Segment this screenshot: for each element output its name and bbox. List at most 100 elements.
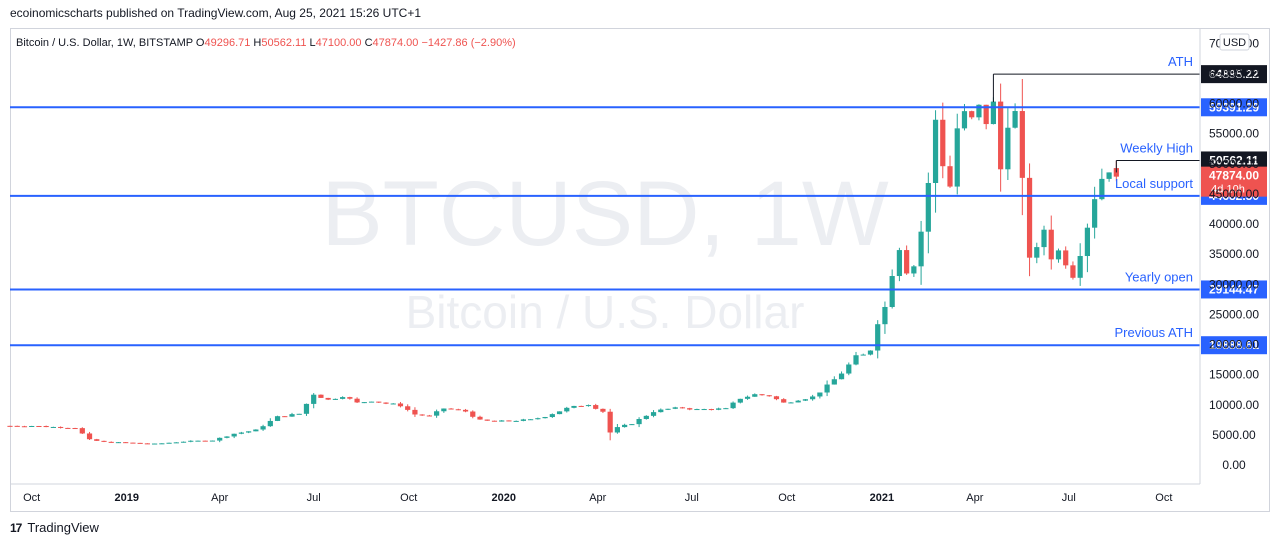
- candles: [7, 79, 1119, 445]
- candle-body: [918, 231, 924, 267]
- candle-body: [36, 425, 42, 427]
- candle-body: [397, 403, 404, 407]
- candle-body: [246, 431, 252, 433]
- candle-body: [455, 409, 461, 411]
- candle-body: [274, 416, 281, 421]
- candle-body: [209, 440, 216, 442]
- candle-body: [159, 443, 165, 445]
- y-tick-label: 10000.00: [1209, 398, 1259, 412]
- candle-body: [723, 408, 729, 410]
- candle-body: [303, 403, 310, 414]
- candle-body: [115, 442, 122, 444]
- candle-body: [123, 442, 129, 444]
- level-price-badge: [1201, 151, 1267, 170]
- legend-part: L: [310, 37, 316, 49]
- candle-body: [419, 414, 425, 416]
- level-price-badge: [1201, 98, 1267, 117]
- candle-body: [658, 409, 664, 413]
- candle-body: [571, 405, 577, 408]
- candle-body: [318, 394, 324, 398]
- candle-body: [600, 408, 606, 412]
- level-price-badge: [1201, 336, 1267, 355]
- candle-body: [802, 399, 809, 401]
- candle-body: [14, 425, 20, 427]
- y-tick-label: 45000.00: [1209, 187, 1259, 201]
- footer: 17 TradingView: [10, 520, 99, 535]
- candle-body: [564, 407, 570, 412]
- candle-body: [484, 419, 490, 421]
- candle-body: [390, 403, 396, 405]
- candle-body: [282, 416, 288, 418]
- candle-body: [1055, 250, 1062, 260]
- levels: ATH 64895.22 59391.29 Weekly High 50562.11 Lo…: [10, 54, 1267, 355]
- candle-body: [130, 442, 136, 444]
- candle-body: [679, 407, 686, 409]
- level-name: Previous ATH: [1114, 325, 1193, 340]
- candle-body: [810, 396, 816, 400]
- time-axis: Oct 2019 Apr Jul Oct 2020 Apr Jul Oct 2021 Apr Jul O…: [10, 483, 1200, 504]
- candle-body: [904, 250, 910, 274]
- y-tick-label: 0.00: [1222, 458, 1246, 472]
- candle-body: [629, 424, 635, 426]
- x-tick-label: Jul: [307, 492, 321, 504]
- y-tick-label: 25000.00: [1209, 307, 1259, 321]
- candle-body: [195, 440, 201, 442]
- level-name: ATH: [1168, 54, 1193, 69]
- y-tick-label: 35000.00: [1209, 247, 1259, 261]
- candle-body: [144, 443, 150, 445]
- candle-body: [506, 420, 512, 422]
- candle-body: [831, 379, 837, 385]
- candle-body: [166, 442, 172, 444]
- level-price-badge: [1201, 280, 1267, 299]
- candle-body: [441, 408, 447, 412]
- candle-body: [947, 166, 953, 187]
- candle-body: [188, 440, 194, 442]
- candle-body: [311, 394, 317, 404]
- candle-body: [969, 111, 975, 118]
- candle-body: [889, 276, 895, 307]
- candle-body: [665, 408, 671, 410]
- current-price-badge: [1201, 166, 1267, 197]
- x-tick-label: 2021: [870, 492, 894, 504]
- price-axis: 0.00 5000.00 10000.00 15000.00 20000.00 25000…: [1199, 29, 1259, 484]
- candle-body: [730, 402, 736, 409]
- candle-body: [737, 398, 743, 403]
- candle-body: [137, 442, 143, 444]
- candle-body: [788, 402, 794, 404]
- x-tick-label: Apr: [966, 492, 983, 504]
- candle-body: [976, 104, 982, 118]
- candle-body: [1005, 127, 1011, 170]
- candle-body: [535, 418, 541, 420]
- candle-body: [766, 395, 772, 397]
- candle-body: [585, 405, 592, 407]
- level-price-label: 50562.11: [1209, 153, 1259, 167]
- tradingview-logo-icon: 17: [10, 520, 22, 535]
- candle-body: [173, 442, 179, 444]
- candle-body: [470, 411, 476, 417]
- y-tick-label: 55000.00: [1209, 127, 1259, 141]
- level-name: Weekly High: [1120, 140, 1193, 155]
- legend-part: −1427.86 (−2.90%): [421, 37, 515, 49]
- candle-body: [875, 324, 881, 351]
- candle-body: [614, 427, 620, 433]
- candle-body: [152, 443, 158, 445]
- level-price-label: 59391.29: [1209, 100, 1259, 114]
- legend-part: H: [253, 37, 261, 49]
- footer-brand: TradingView: [27, 520, 99, 535]
- candle-body: [231, 433, 237, 437]
- candle-body: [368, 401, 375, 403]
- candle-body: [838, 373, 845, 380]
- candle-body: [622, 424, 628, 428]
- currency-badge: [1219, 33, 1250, 51]
- countdown-label: 4d 10h: [1211, 184, 1245, 196]
- candle-body: [72, 428, 78, 430]
- candle-body: [50, 426, 56, 428]
- candle-body: [43, 426, 49, 428]
- candle-body: [405, 406, 411, 410]
- candle-body: [1063, 250, 1069, 266]
- level-price-label: 19888.61: [1209, 338, 1259, 352]
- candle-body: [1012, 111, 1018, 128]
- candle-body: [202, 440, 208, 442]
- level-name: Local support: [1115, 176, 1193, 191]
